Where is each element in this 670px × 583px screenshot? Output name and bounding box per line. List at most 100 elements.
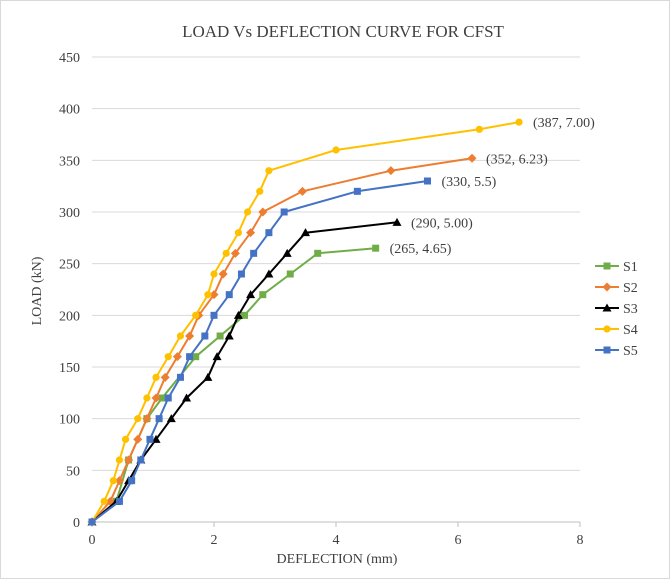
y-tick-label: 50 <box>66 464 80 479</box>
data-point <box>424 177 431 185</box>
data-point <box>155 415 163 423</box>
data-point <box>265 167 273 175</box>
y-tick-label: 200 <box>59 309 80 324</box>
y-tick-label: 0 <box>73 516 80 531</box>
data-point <box>192 353 200 361</box>
data-point <box>259 291 267 299</box>
data-point <box>201 332 209 340</box>
data-point <box>246 228 256 238</box>
y-tick-label: 150 <box>59 361 80 376</box>
legend-label: S3 <box>623 302 638 317</box>
chart-title: LOAD Vs DEFLECTION CURVE FOR CFST <box>182 22 504 41</box>
x-tick-label: 8 <box>577 533 584 548</box>
data-point <box>143 394 151 402</box>
data-point <box>237 270 245 278</box>
data-point <box>121 435 130 443</box>
data-point <box>134 415 142 423</box>
y-tick-label: 450 <box>59 51 80 66</box>
data-point <box>115 456 124 464</box>
legend-label: S5 <box>623 344 638 359</box>
data-label: (290, 5.00) <box>411 216 473 231</box>
y-axis-label: LOAD (kN) <box>30 256 45 325</box>
data-point <box>186 353 194 361</box>
data-point <box>210 311 218 319</box>
data-point <box>152 373 160 381</box>
data-point <box>372 244 380 252</box>
data-point <box>234 229 242 237</box>
data-point <box>467 153 477 163</box>
data-point <box>258 207 268 217</box>
x-tick-label: 6 <box>455 533 462 548</box>
legend-item-s3: S3 <box>595 302 638 317</box>
data-point <box>224 331 234 340</box>
y-tick-label: 300 <box>59 206 80 221</box>
y-tick-label: 250 <box>59 258 80 273</box>
data-point <box>301 228 310 237</box>
data-point <box>216 332 224 340</box>
data-point <box>256 187 264 195</box>
data-point <box>88 518 96 526</box>
series-s5 <box>88 177 431 526</box>
data-point <box>158 394 166 402</box>
data-point <box>264 269 274 278</box>
data-point <box>250 249 258 257</box>
data-point <box>297 186 307 196</box>
legend-label: S2 <box>623 281 638 296</box>
data-point <box>243 208 252 216</box>
data-label: (265, 4.65) <box>390 242 452 257</box>
data-point <box>146 435 154 443</box>
data-point <box>515 118 523 126</box>
data-point <box>233 310 243 319</box>
data-point <box>222 249 230 257</box>
data-label: (330, 5.5) <box>442 175 497 190</box>
data-point <box>386 166 396 176</box>
legend-swatch-marker <box>603 262 611 270</box>
data-point <box>241 311 248 319</box>
data-point <box>203 372 213 381</box>
data-point <box>280 208 288 216</box>
legend-swatch-marker <box>602 282 612 292</box>
data-point <box>100 497 108 505</box>
x-tick-label: 2 <box>211 533 218 548</box>
data-point <box>151 393 161 403</box>
data-point <box>209 290 219 300</box>
data-point <box>176 373 184 381</box>
x-axis-label: DEFLECTION (mm) <box>277 552 398 567</box>
y-tick-label: 400 <box>59 103 80 118</box>
data-point <box>114 476 124 486</box>
data-point <box>185 331 195 341</box>
data-point <box>124 455 134 465</box>
data-point <box>225 291 233 299</box>
data-point <box>282 248 292 257</box>
data-point <box>164 394 172 402</box>
data-label: (387, 7.00) <box>533 116 595 131</box>
data-point <box>115 497 123 505</box>
legend-swatch-marker <box>602 303 612 312</box>
data-point <box>286 270 294 278</box>
legend-item-s2: S2 <box>595 281 638 296</box>
y-tick-label: 350 <box>59 154 80 169</box>
data-point <box>230 248 240 258</box>
data-point <box>353 187 361 195</box>
data-point <box>176 332 185 340</box>
data-point <box>192 311 200 319</box>
legend-item-s4: S4 <box>595 323 638 338</box>
data-point <box>265 229 273 237</box>
legend-item-s1: S1 <box>595 260 638 275</box>
data-point <box>210 270 218 278</box>
legend-swatch-marker <box>603 325 611 333</box>
data-point <box>137 456 145 464</box>
x-tick-label: 0 <box>89 533 96 548</box>
legend-label: S1 <box>623 260 638 275</box>
data-point <box>475 125 483 133</box>
data-point <box>151 434 161 443</box>
data-point <box>182 393 192 402</box>
legend-swatch-marker <box>603 346 611 354</box>
series-line-s3 <box>91 221 398 523</box>
data-point <box>212 352 222 361</box>
series-s2 <box>87 153 477 527</box>
data-point <box>332 146 340 154</box>
data-point <box>172 352 182 362</box>
